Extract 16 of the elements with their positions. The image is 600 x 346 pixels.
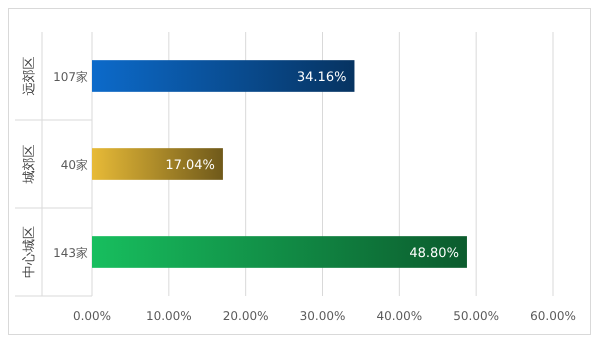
x-tick-label: 30.00% (300, 309, 346, 323)
x-tick-label: 60.00% (530, 309, 576, 323)
x-tick-label: 50.00% (453, 309, 500, 323)
y-tick-label: 143家 (53, 246, 88, 260)
y-tick-label: 107家 (53, 70, 88, 84)
text: 城郊区 (22, 144, 37, 184)
x-tick-label: 40.00% (376, 309, 422, 323)
data-label: 48.80% (409, 246, 459, 261)
data-label: 34.16% (296, 70, 346, 85)
text: 中心城区 (21, 226, 37, 278)
text: 远郊区 (22, 56, 37, 96)
data-label: 17.04% (165, 158, 215, 173)
y-tick-label: 40家 (60, 158, 88, 172)
x-tick-label: 0.00% (72, 309, 112, 323)
x-tick-label: 10.00% (146, 309, 192, 323)
x-tick-label: 20.00% (222, 309, 269, 323)
